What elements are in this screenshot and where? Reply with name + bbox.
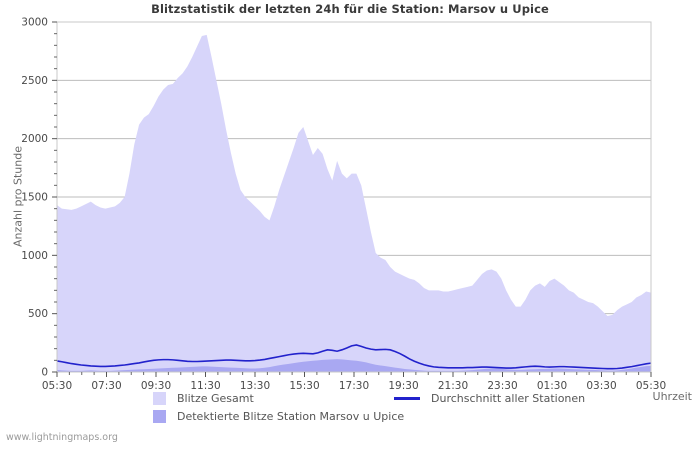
x-tick-label: 05:30 (636, 380, 666, 392)
legend-swatch-station (153, 409, 166, 423)
legend-swatch-total (153, 391, 166, 405)
y-tick-label: 1000 (21, 250, 48, 262)
y-tick-label: 2000 (21, 133, 48, 145)
legend-line-average (394, 396, 420, 400)
x-tick-label: 09:30 (141, 380, 171, 392)
y-tick-label: 0 (41, 367, 48, 379)
x-tick-label: 11:30 (190, 380, 220, 392)
x-tick-label: 03:30 (586, 380, 616, 392)
x-tick-label: 01:30 (537, 380, 567, 392)
y-tick-label: 1500 (21, 192, 48, 204)
chart-legend: Blitze Gesamt Durchschnitt aller Station… (57, 388, 651, 428)
area-series (57, 34, 651, 372)
y-tick-label: 3000 (21, 17, 48, 29)
legend-label-station: Detektierte Blitze Station Marsov u Upic… (177, 409, 405, 423)
x-tick-label: 23:30 (487, 380, 517, 392)
legend-item-average: Durchschnitt aller Stationen (394, 390, 585, 406)
y-tick-label: 500 (28, 308, 48, 320)
x-tick-label: 15:30 (289, 380, 319, 392)
x-tick-label: 17:30 (339, 380, 369, 392)
legend-label-average: Durchschnitt aller Stationen (431, 391, 586, 405)
x-axis-title: Uhrzeit (652, 390, 692, 403)
chart-title: Blitzstatistik der letzten 24h für die S… (151, 2, 549, 16)
legend-item-total: Blitze Gesamt (153, 390, 254, 406)
legend-item-station: Detektierte Blitze Station Marsov u Upic… (153, 408, 404, 424)
x-tick-label: 21:30 (438, 380, 468, 392)
line-series (56, 344, 652, 370)
x-tick-label: 19:30 (388, 380, 418, 392)
legend-label-total: Blitze Gesamt (177, 391, 254, 405)
x-tick-label: 13:30 (240, 380, 270, 392)
area-series (57, 359, 651, 372)
x-tick-label: 07:30 (91, 380, 121, 392)
y-tick-label: 2500 (21, 75, 48, 87)
x-tick-label: 05:30 (42, 380, 72, 392)
footer-url: www.lightningmaps.org (6, 432, 118, 443)
